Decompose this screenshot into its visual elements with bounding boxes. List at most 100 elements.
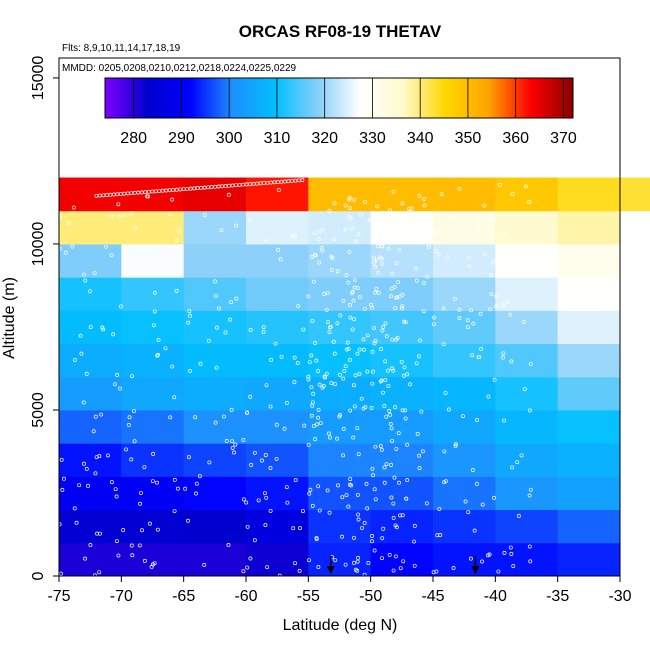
heatmap-cell xyxy=(121,243,185,278)
heatmap-cell xyxy=(433,376,496,411)
heatmap-cell xyxy=(183,542,247,577)
flight-arrow xyxy=(326,566,335,574)
heatmap-cell xyxy=(370,376,434,411)
x-tick-label: -75 xyxy=(47,588,70,605)
heatmap-cell xyxy=(495,443,559,477)
heatmap-cell xyxy=(557,243,621,278)
heatmap-cell xyxy=(370,277,434,311)
heatmap-cell xyxy=(59,277,122,311)
colorbar: 280 290 300 310 320 330 340 350 360 370 xyxy=(104,77,577,147)
flight-arrow xyxy=(471,566,480,574)
y-tick-label: 5000 xyxy=(30,392,47,428)
heatmap-cell xyxy=(433,509,496,544)
heatmap-cell xyxy=(308,376,372,411)
y-axis: 0 5000 10000 15000 xyxy=(30,56,59,580)
heatmap-cell xyxy=(59,542,122,577)
heatmap-cell xyxy=(183,509,247,544)
x-tick-label: -45 xyxy=(421,588,444,605)
x-tick-label: -35 xyxy=(546,588,569,605)
heatmap-cell xyxy=(495,310,559,345)
heatmap-cell xyxy=(370,243,434,278)
heatmap-cell xyxy=(121,542,185,577)
colorbar-tick-label: 280 xyxy=(120,130,147,147)
heatmap-cell xyxy=(59,177,122,212)
heatmap-cell xyxy=(495,343,559,378)
x-tick-label: -70 xyxy=(110,588,133,605)
heatmap-cell xyxy=(308,177,372,212)
heatmap-cell xyxy=(308,509,372,544)
heatmap-cell xyxy=(370,509,434,544)
heatmap-cell xyxy=(308,343,372,378)
x-tick-label: -55 xyxy=(297,588,320,605)
chart-title: ORCAS RF08-19 THETAV xyxy=(239,22,442,41)
colorbar-tick-label: 360 xyxy=(502,130,529,147)
heatmap-cell xyxy=(557,443,621,477)
heatmap-cell xyxy=(557,542,621,577)
heatmap-cell xyxy=(308,409,372,444)
colorbar-tick-label: 330 xyxy=(359,130,386,147)
heatmap-cell xyxy=(495,177,559,212)
colorbar-tick-label: 350 xyxy=(455,130,482,147)
heatmap-cell xyxy=(433,243,496,278)
heatmap-cell xyxy=(495,409,559,444)
heatmap-cell xyxy=(557,343,621,378)
heatmap-cell xyxy=(370,443,434,477)
x-axis-label: Latitude (deg N) xyxy=(283,617,398,634)
heatmap-cell xyxy=(433,343,496,378)
heatmap-cell xyxy=(59,509,122,544)
heatmap-cell xyxy=(121,409,185,444)
heatmap-cell xyxy=(308,310,372,345)
dates-note: MMDD: 0205,0208,0210,0212,0218,0224,0225… xyxy=(62,63,297,74)
y-axis-label: Altitude (m) xyxy=(1,277,18,359)
heatmap-cell xyxy=(121,310,185,345)
heatmap-cell xyxy=(433,443,496,477)
heatmap-cell xyxy=(495,210,559,245)
heatmap-cell xyxy=(121,343,185,378)
heatmap-cell xyxy=(246,343,309,378)
heatmap-cells xyxy=(59,177,650,577)
heatmap-cell xyxy=(495,243,559,278)
heatmap-cell xyxy=(370,476,434,511)
heatmap-cell xyxy=(433,476,496,511)
x-tick-label: -60 xyxy=(234,588,257,605)
heatmap-cell xyxy=(370,177,434,212)
heatmap-cell xyxy=(121,277,185,311)
y-tick-label: 15000 xyxy=(30,56,47,101)
heatmap-cell xyxy=(59,310,122,345)
heatmap-cell xyxy=(246,277,309,311)
heatmap-cell xyxy=(121,210,185,245)
heatmap-cell xyxy=(59,409,122,444)
heatmap-cell xyxy=(370,310,434,345)
heatmap-cell xyxy=(370,542,434,577)
heatmap-cell xyxy=(246,210,309,245)
heatmap-cell xyxy=(370,409,434,444)
heatmap-cell xyxy=(557,277,621,311)
heatmap-cell xyxy=(121,376,185,411)
heatmap-cell xyxy=(495,277,559,311)
heatmap-cell xyxy=(557,509,621,544)
heatmap-cell xyxy=(433,177,496,212)
flight-arrows xyxy=(326,556,480,574)
x-tick-label: -40 xyxy=(484,588,507,605)
heatmap-cell xyxy=(246,476,309,511)
heatmap-cell xyxy=(183,443,247,477)
y-tick-label: 10000 xyxy=(30,222,47,267)
heatmap-cell xyxy=(433,310,496,345)
heatmap-cell xyxy=(121,443,185,477)
flight-points xyxy=(57,178,533,578)
colorbar-gradient xyxy=(104,77,574,119)
heatmap-cell xyxy=(557,476,621,511)
heatmap-cell xyxy=(557,210,621,245)
heatmap-cell xyxy=(59,476,122,511)
plot-frame xyxy=(58,57,621,577)
x-tick-label: -30 xyxy=(608,588,631,605)
heatmap-cell xyxy=(183,243,247,278)
heatmap-cell xyxy=(308,443,372,477)
heatmap-cell xyxy=(59,443,122,477)
colorbar-tick-label: 300 xyxy=(216,130,243,147)
heatmap-cell xyxy=(246,409,309,444)
colorbar-tick-label: 310 xyxy=(264,130,291,147)
heatmap-cell xyxy=(183,277,247,311)
heatmap-cell xyxy=(308,542,372,577)
colorbar-tick-label: 320 xyxy=(311,130,338,147)
